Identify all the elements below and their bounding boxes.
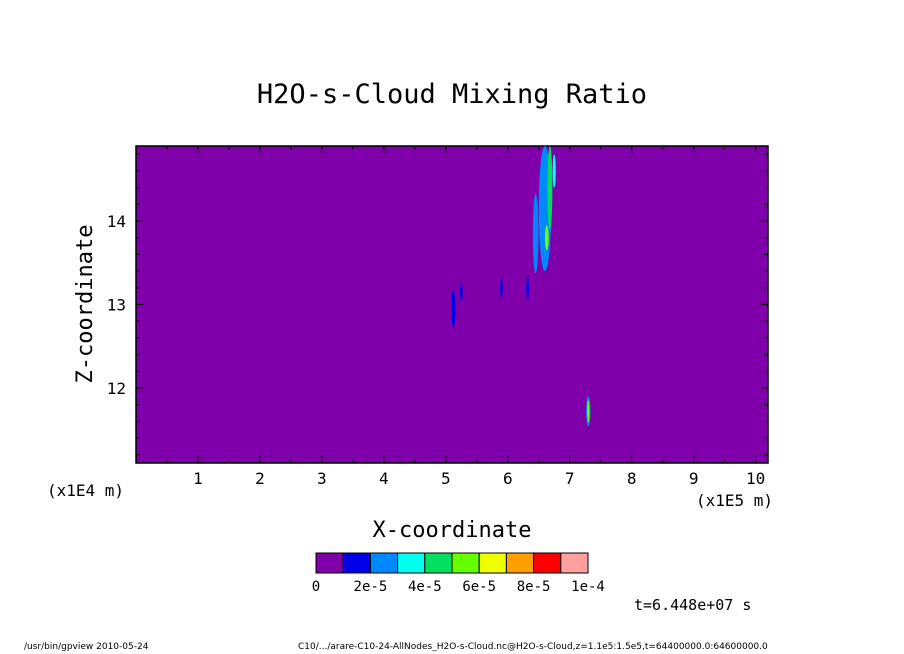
x-tick-label-3: 3 (317, 469, 327, 488)
contour-feature-1 (451, 289, 456, 328)
contour-feature-9 (552, 154, 556, 188)
contour-feature-11 (587, 400, 590, 423)
x-tick-label-5: 5 (441, 469, 451, 488)
x-tick-label-4: 4 (379, 469, 389, 488)
colorbar-label-5: 8e-5 (517, 579, 551, 595)
colorbar-swatch-4 (397, 552, 426, 574)
colorbar-swatch-2 (342, 552, 371, 574)
y-unit-label: (x1E4 m) (47, 481, 124, 500)
y-tick-label-12: 12 (107, 379, 126, 398)
y-tick-label-14: 14 (107, 212, 126, 231)
x-axis-label: X-coordinate (373, 518, 532, 543)
colorbar-swatch-8 (505, 552, 535, 574)
contour-feature-4 (526, 275, 529, 301)
chart-title: H2O-s-Cloud Mixing Ratio (257, 79, 647, 110)
colorbar-swatch-10 (560, 552, 589, 574)
x-tick-label-8: 8 (627, 469, 637, 488)
colorbar-swatch-7 (478, 552, 507, 574)
colorbar-label-3: 4e-5 (408, 579, 442, 595)
x-tick-label-10: 10 (746, 469, 765, 488)
colorbar-label-4: 6e-5 (462, 579, 496, 595)
x-tick-label-7: 7 (565, 469, 575, 488)
colorbar-swatch-6 (451, 552, 480, 574)
contour-feature-3 (500, 277, 503, 299)
footer-right: C10/.../arare-C10-24-AllNodes_H2O-s-Clou… (298, 642, 768, 652)
colorbar: 0 2e-5 4e-5 6e-5 8e-5 1e-4 (312, 552, 605, 595)
x-tick-label-2: 2 (255, 469, 265, 488)
x-unit-label: (x1E5 m) (696, 491, 773, 510)
x-tick-label-9: 9 (689, 469, 699, 488)
contour-feature-2 (460, 281, 463, 303)
colorbar-label-2: 2e-5 (354, 579, 388, 595)
contour-feature-5 (532, 193, 539, 274)
colorbar-label-6: 1e-4 (571, 579, 605, 595)
colorbar-swatch-3 (369, 552, 399, 574)
y-tick-label-13: 13 (107, 296, 126, 315)
contour-features (451, 146, 591, 427)
x-tick-label-6: 6 (503, 469, 513, 488)
contour-feature-7 (547, 146, 553, 230)
x-tick-label-1: 1 (193, 469, 203, 488)
colorbar-swatch-9 (533, 552, 562, 574)
colorbar-swatch-5 (424, 552, 453, 574)
colorbar-swatch-1 (315, 552, 344, 574)
contour-feature-8 (544, 225, 549, 251)
colorbar-label-1: 0 (312, 579, 320, 595)
time-annotation: t=6.448e+07 s (634, 596, 751, 614)
y-axis-label: Z-coordinate (73, 225, 98, 384)
footer-left: /usr/bin/gpview 2010-05-24 (24, 642, 149, 652)
